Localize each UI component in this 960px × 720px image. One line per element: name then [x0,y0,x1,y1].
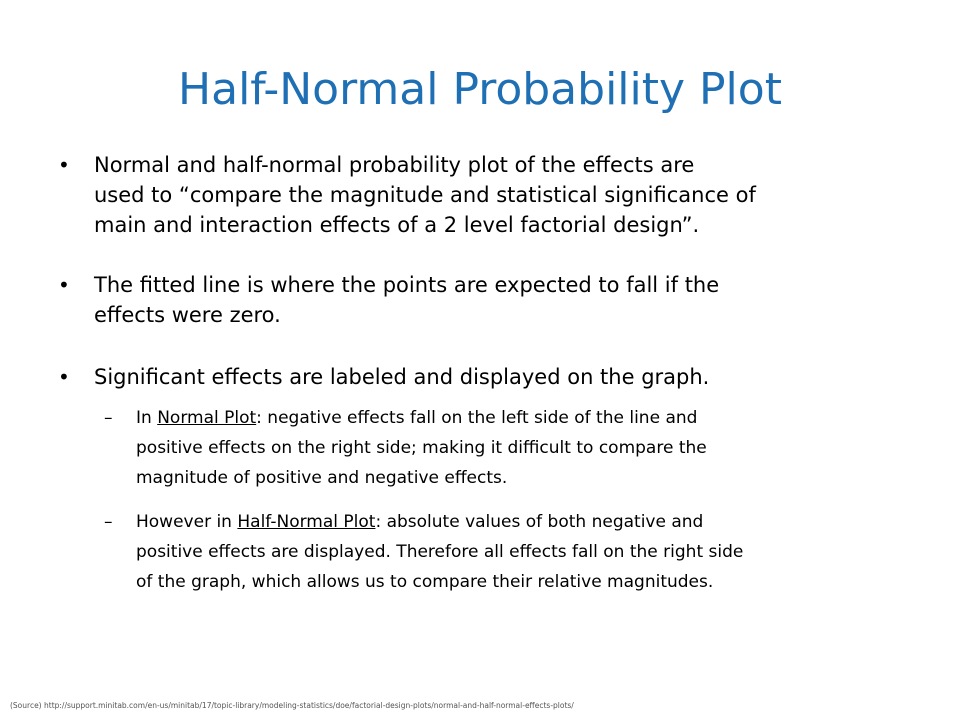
sub-bullet-line: positive effects are displayed. Therefor… [136,537,906,567]
bullet-line: The fitted line is where the points are … [94,270,914,300]
sub-bullet-line: magnitude of positive and negative effec… [136,463,906,493]
sub-bullet-prefix: However in [136,512,237,532]
sub-bullet-line: In Normal Plot: negative effects fall on… [136,403,906,433]
half-normal-plot-term: Half-Normal Plot [237,512,375,532]
source-citation: (Source) http://support.minitab.com/en-u… [10,701,574,711]
bullet-text: Normal and half-normal probability plot … [94,150,914,240]
bullet-text: Significant effects are labeled and disp… [94,362,914,392]
bullet-line: main and interaction effects of a 2 leve… [94,210,914,240]
bullet-line: Normal and half-normal probability plot … [94,150,914,180]
bullet-line: used to “compare the magnitude and stati… [94,180,914,210]
bullet-marker: • [58,270,78,300]
bullet-text: The fitted line is where the points are … [94,270,914,330]
normal-plot-term: Normal Plot [157,408,256,428]
slide-title: Half-Normal Probability Plot [0,58,960,122]
bullet-marker: • [58,362,78,392]
bullet-marker: • [58,150,78,180]
bullet-line: Significant effects are labeled and disp… [94,362,914,392]
sub-bullet-line: of the graph, which allows us to compare… [136,567,906,597]
bullet-line: effects were zero. [94,300,914,330]
sub-bullet-line: However in Half-Normal Plot: absolute va… [136,507,906,537]
sub-bullet-text: However in Half-Normal Plot: absolute va… [136,507,906,597]
sub-bullet-marker: – [104,507,113,537]
sub-bullet-text: In Normal Plot: negative effects fall on… [136,403,906,493]
sub-bullet-rest: : absolute values of both negative and [375,512,703,532]
sub-bullet-rest: : negative effects fall on the left side… [256,408,697,428]
sub-bullet-prefix: In [136,408,157,428]
sub-bullet-marker: – [104,403,113,433]
sub-bullet-line: positive effects on the right side; maki… [136,433,906,463]
